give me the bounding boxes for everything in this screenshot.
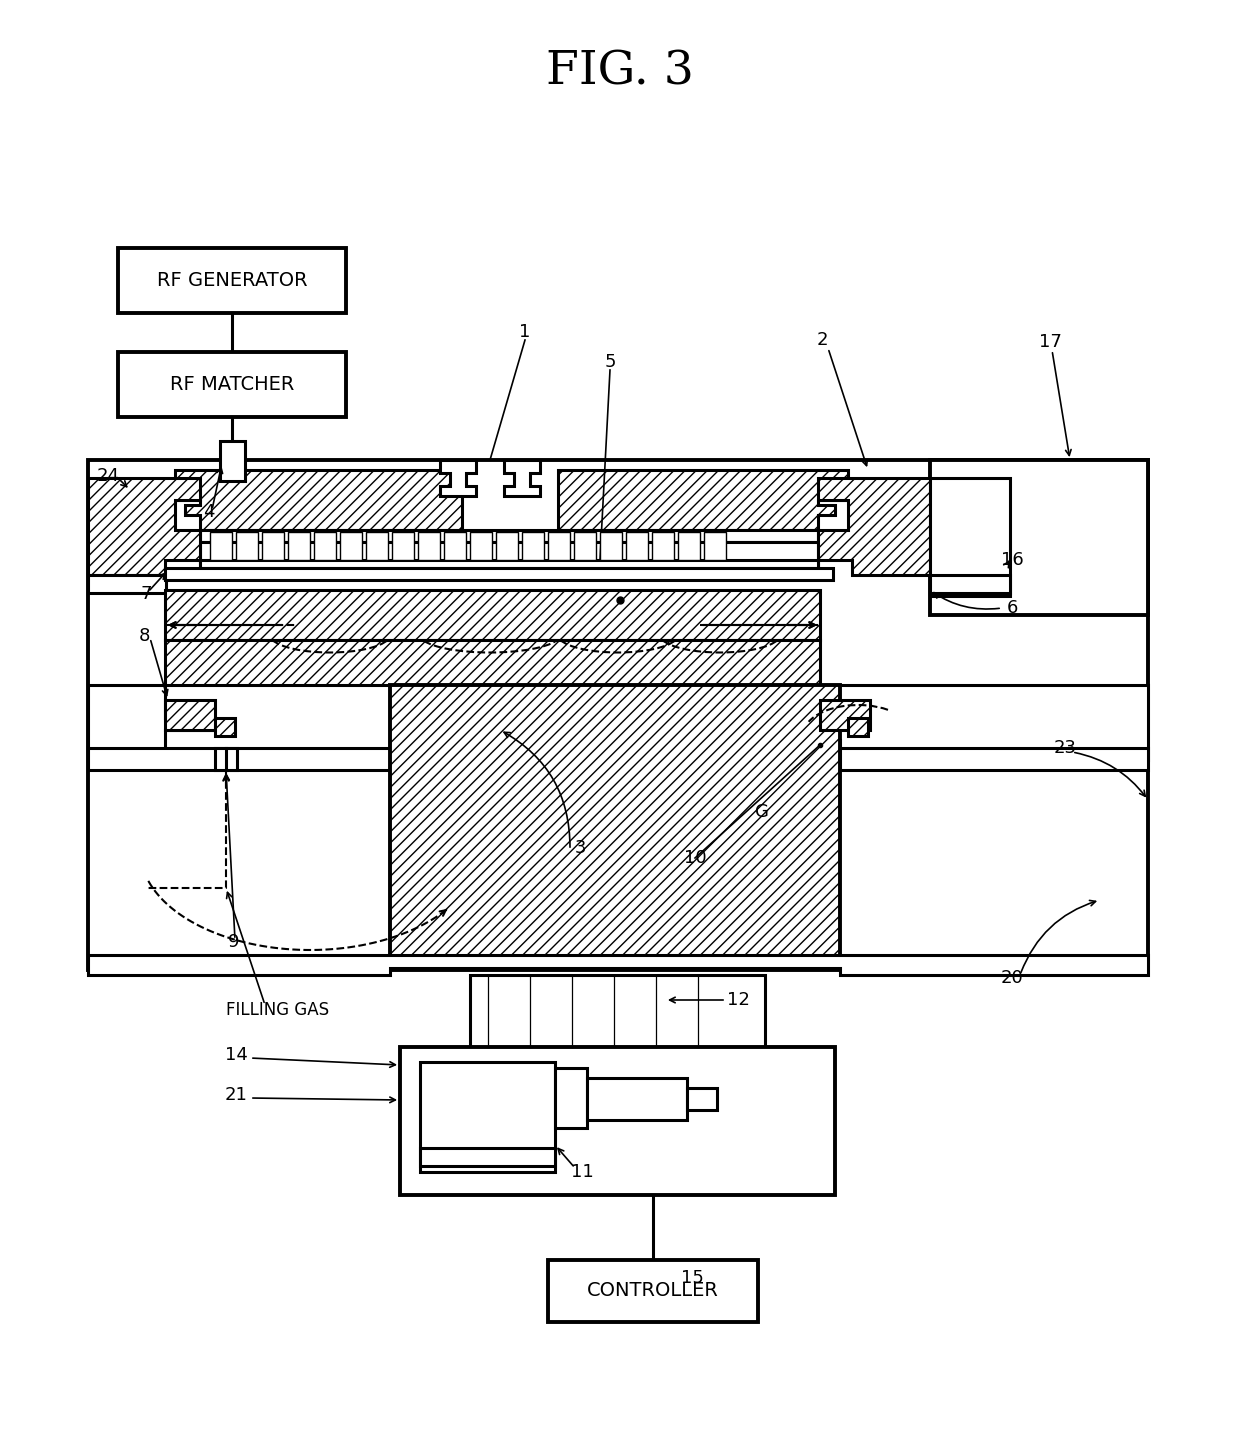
Text: 3: 3 — [574, 839, 585, 857]
Bar — [118, 352, 346, 418]
Text: 8: 8 — [139, 627, 150, 644]
Bar — [626, 532, 649, 560]
Bar — [200, 560, 818, 568]
Bar — [652, 532, 675, 560]
Text: 20: 20 — [1001, 969, 1023, 987]
Polygon shape — [88, 478, 200, 575]
Bar — [470, 532, 492, 560]
Text: 4: 4 — [203, 504, 215, 521]
Bar — [236, 532, 258, 560]
Bar — [165, 568, 833, 580]
Text: 17: 17 — [1039, 333, 1061, 352]
Bar — [420, 1062, 556, 1172]
Polygon shape — [558, 471, 848, 530]
Bar — [574, 532, 596, 560]
Text: RF GENERATOR: RF GENERATOR — [156, 271, 308, 290]
Bar — [600, 532, 622, 560]
Bar — [548, 532, 570, 560]
Bar — [704, 532, 725, 560]
Bar — [930, 478, 1011, 596]
Bar — [496, 532, 518, 560]
Text: 7: 7 — [140, 585, 153, 603]
Bar — [262, 532, 284, 560]
Bar — [470, 974, 765, 1048]
Polygon shape — [391, 684, 839, 969]
Text: 5: 5 — [604, 353, 616, 372]
Bar — [678, 532, 701, 560]
Polygon shape — [165, 640, 820, 684]
Bar — [340, 532, 362, 560]
Bar — [930, 575, 1011, 593]
Bar — [200, 530, 818, 542]
Text: 12: 12 — [727, 992, 749, 1009]
Bar — [418, 532, 440, 560]
Bar — [118, 248, 346, 313]
Bar — [392, 532, 414, 560]
Polygon shape — [175, 471, 463, 530]
Text: 10: 10 — [683, 850, 707, 867]
Bar — [314, 532, 336, 560]
Bar — [165, 700, 215, 730]
Bar — [687, 1088, 717, 1111]
Bar — [88, 575, 166, 593]
Text: 11: 11 — [570, 1162, 594, 1181]
Text: G: G — [755, 804, 769, 821]
Bar — [587, 1078, 687, 1119]
Text: 9: 9 — [228, 933, 239, 951]
Bar — [522, 532, 544, 560]
Bar — [930, 461, 1148, 616]
Text: 16: 16 — [1001, 551, 1023, 570]
Bar — [219, 441, 246, 481]
Text: 15: 15 — [681, 1269, 703, 1287]
Polygon shape — [818, 478, 930, 575]
Polygon shape — [88, 740, 1148, 771]
Bar — [200, 542, 818, 570]
Text: CONTROLLER: CONTROLLER — [587, 1281, 719, 1300]
Bar — [556, 1068, 587, 1128]
Polygon shape — [88, 956, 1148, 974]
Text: 6: 6 — [1007, 598, 1018, 617]
Polygon shape — [820, 684, 1148, 761]
Polygon shape — [503, 461, 539, 497]
Bar — [444, 532, 466, 560]
Bar — [401, 1048, 835, 1195]
Text: FIG. 3: FIG. 3 — [546, 49, 694, 95]
Text: 23: 23 — [1054, 739, 1076, 758]
Text: 2: 2 — [816, 331, 828, 349]
Text: FILLING GAS: FILLING GAS — [227, 1002, 330, 1019]
Bar — [820, 700, 870, 730]
Text: 21: 21 — [226, 1086, 248, 1104]
Bar — [215, 748, 237, 771]
Text: 14: 14 — [226, 1046, 248, 1063]
Text: 1: 1 — [520, 323, 531, 342]
Bar — [420, 1148, 556, 1167]
Text: 24: 24 — [97, 466, 119, 485]
Text: RF MATCHER: RF MATCHER — [170, 375, 294, 393]
Bar — [848, 718, 868, 736]
Bar — [210, 532, 232, 560]
Bar — [215, 718, 236, 736]
Polygon shape — [165, 590, 820, 640]
Polygon shape — [440, 461, 476, 497]
Bar — [288, 532, 310, 560]
Polygon shape — [88, 684, 215, 761]
Bar — [88, 461, 1148, 970]
Bar — [548, 1260, 758, 1322]
Bar — [366, 532, 388, 560]
